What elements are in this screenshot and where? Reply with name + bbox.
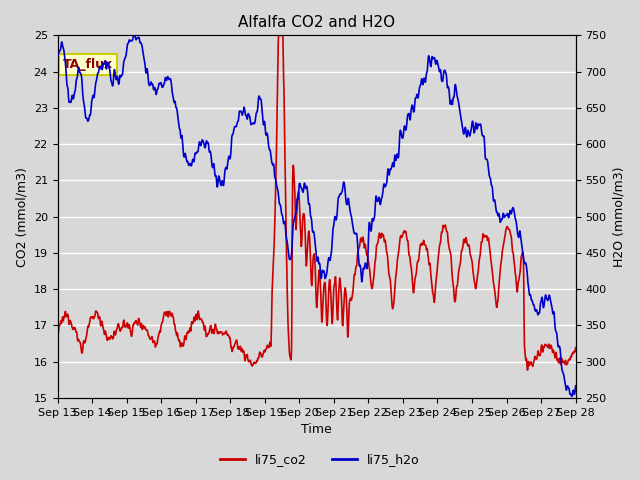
Y-axis label: H2O (mmol/m3): H2O (mmol/m3) — [612, 167, 625, 267]
Text: TA_flux: TA_flux — [63, 58, 113, 71]
X-axis label: Time: Time — [301, 423, 332, 436]
Y-axis label: CO2 (mmol/m3): CO2 (mmol/m3) — [15, 167, 28, 266]
Legend: li75_co2, li75_h2o: li75_co2, li75_h2o — [215, 448, 425, 471]
Title: Alfalfa CO2 and H2O: Alfalfa CO2 and H2O — [238, 15, 395, 30]
